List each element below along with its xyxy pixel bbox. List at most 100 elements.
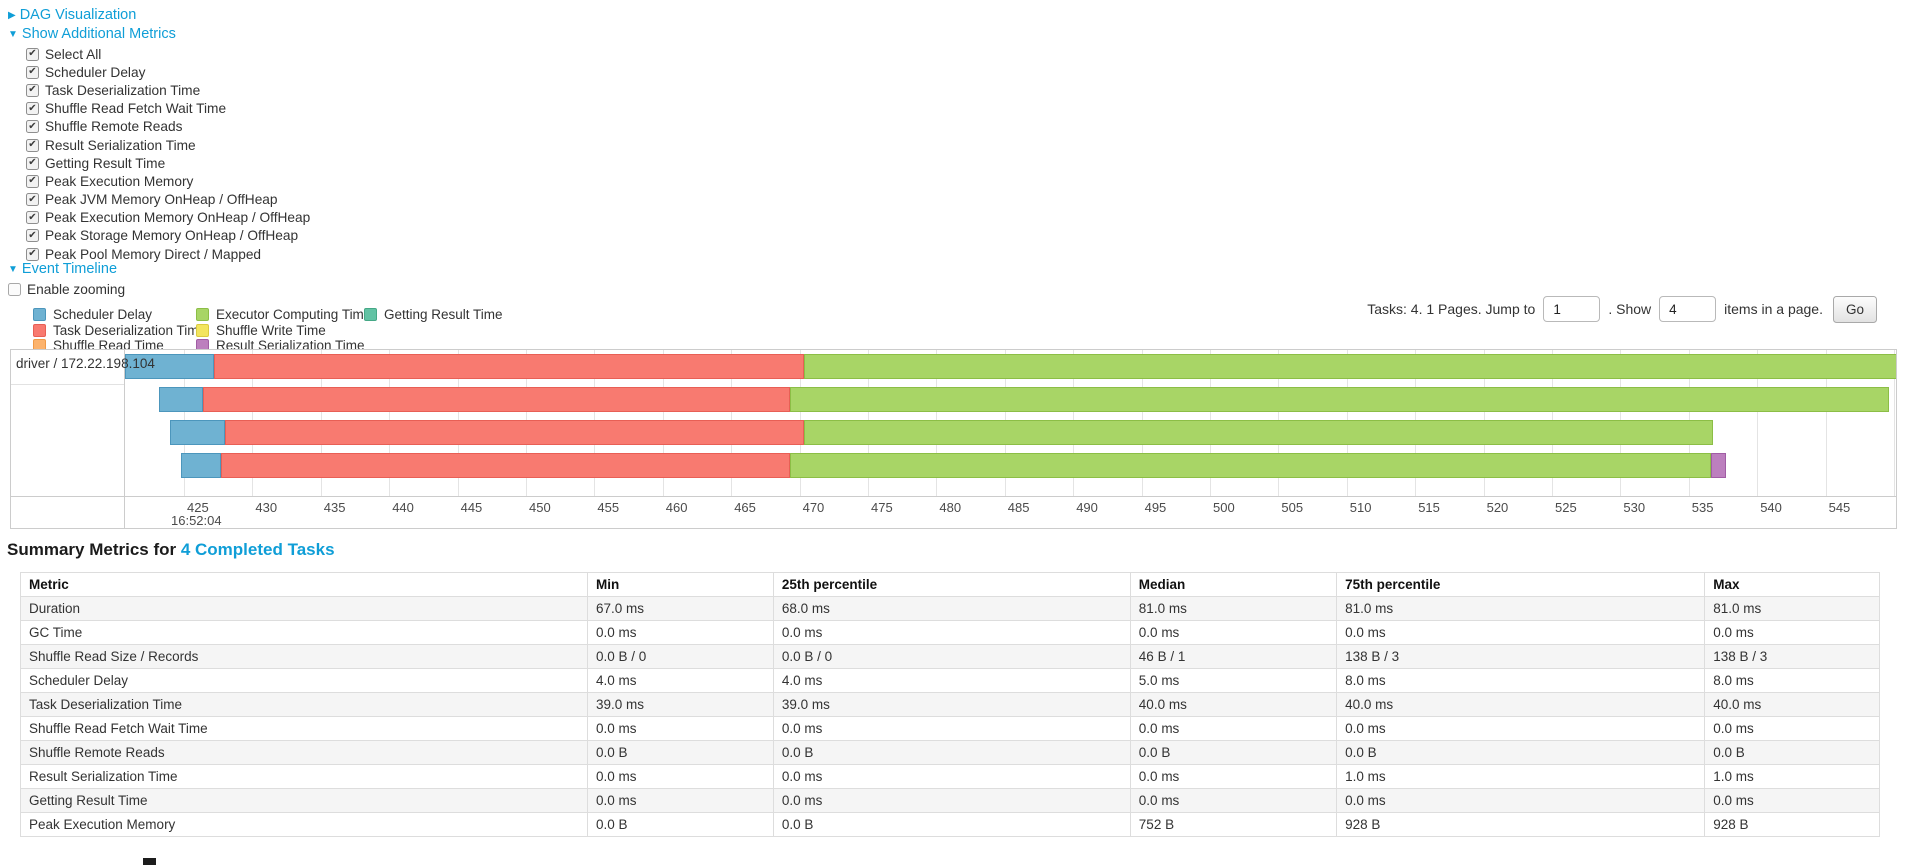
task-segment-task_deserialization[interactable]: [203, 387, 790, 412]
axis-tick-label: 450: [529, 500, 551, 515]
task-segment-executor_computing[interactable]: [803, 354, 1896, 379]
metric-checkbox-row[interactable]: ✔ Shuffle Remote Reads: [26, 118, 310, 136]
timeline-axis-line: [11, 496, 1896, 497]
collapsed-arrow-icon: ▶: [8, 10, 16, 21]
metric-checkbox-label: Shuffle Remote Reads: [45, 119, 183, 135]
axis-tick-label: 525: [1555, 500, 1577, 515]
metric-checkbox[interactable]: ✔: [26, 193, 39, 207]
enable-zooming-checkbox[interactable]: [8, 282, 21, 296]
jump-to-page-input[interactable]: [1543, 296, 1601, 322]
metric-checkbox-row[interactable]: ✔ Peak Execution Memory: [26, 172, 310, 190]
metric-name-cell: GC Time: [20, 620, 588, 645]
metric-checkbox-label: Result Serialization Time: [45, 137, 196, 153]
axis-tick-label: 440: [392, 500, 414, 515]
metric-value-cell: 0.0 ms: [1336, 716, 1706, 741]
timeline-legend-column: Executor Computing Time Shuffle Write Tim…: [196, 307, 371, 354]
metric-checkbox[interactable]: ✔: [26, 120, 39, 134]
task-segment-scheduler_delay[interactable]: [158, 387, 203, 412]
metric-value-cell: 5.0 ms: [1129, 668, 1338, 693]
legend-label: Scheduler Delay: [53, 307, 153, 323]
metric-value-cell: 0.0 ms: [586, 620, 774, 645]
expanded-arrow-icon: ▼: [8, 29, 18, 40]
metric-value-cell: 0.0 ms: [1129, 788, 1338, 813]
metric-value-cell: 39.0 ms: [772, 692, 1131, 717]
metric-value-cell: 1.0 ms: [1704, 764, 1880, 789]
metric-checkbox-row[interactable]: ✔ Peak JVM Memory OnHeap / OffHeap: [26, 191, 310, 209]
enable-zooming-checkbox-row[interactable]: Enable zooming: [8, 280, 125, 298]
task-segment-result_serialization[interactable]: [1710, 453, 1726, 478]
dag-visualization-toggle[interactable]: ▶ DAG Visualization: [8, 7, 136, 23]
metric-name-cell: Peak Execution Memory: [20, 812, 588, 837]
timeline-gridline: [1894, 350, 1895, 496]
metric-checkbox[interactable]: ✔: [26, 211, 39, 225]
task-segment-task_deserialization[interactable]: [220, 453, 790, 478]
table-header-cell: 25th percentile: [772, 572, 1131, 597]
metric-checkbox-row[interactable]: ✔ Peak Storage Memory OnHeap / OffHeap: [26, 227, 310, 245]
metric-checkbox[interactable]: ✔: [26, 247, 39, 261]
metric-checkbox-row[interactable]: ✔ Peak Execution Memory OnHeap / OffHeap: [26, 209, 310, 227]
task-segment-scheduler_delay[interactable]: [170, 420, 225, 445]
axis-tick-label: 460: [665, 500, 688, 515]
metric-checkbox-row[interactable]: ✔ Peak Pool Memory Direct / Mapped: [26, 245, 310, 263]
metric-checkbox[interactable]: ✔: [26, 83, 39, 97]
metric-checkbox[interactable]: ✔: [26, 102, 39, 116]
metric-value-cell: 1.0 ms: [1336, 764, 1706, 789]
additional-metrics-list: ✔ Select All ✔ Scheduler Delay ✔ Task Deseria…: [26, 45, 310, 263]
metric-checkbox[interactable]: ✔: [26, 174, 39, 188]
metric-checkbox-label: Peak Pool Memory Direct / Mapped: [45, 246, 262, 262]
go-button[interactable]: Go: [1832, 295, 1877, 323]
metric-checkbox[interactable]: ✔: [26, 138, 39, 152]
metric-value-cell: 0.0 ms: [586, 788, 774, 813]
axis-tick-label: 500: [1213, 500, 1235, 515]
metric-name-cell: Result Serialization Time: [20, 764, 588, 789]
metric-checkbox[interactable]: ✔: [26, 229, 39, 243]
metric-checkbox-row[interactable]: ✔ Scheduler Delay: [26, 63, 310, 81]
metric-checkbox-label: Task Deserialization Time: [45, 82, 201, 98]
metric-checkbox-row[interactable]: ✔ Result Serialization Time: [26, 136, 310, 154]
metric-value-cell: 0.0 ms: [1704, 788, 1880, 813]
timeline-legend-column: Getting Result Time: [364, 307, 503, 323]
metric-checkbox[interactable]: ✔: [26, 65, 39, 79]
axis-tick-label: 495: [1144, 500, 1167, 515]
task-segment-executor_computing[interactable]: [790, 453, 1711, 478]
metric-checkbox-row[interactable]: ✔ Task Deserialization Time: [26, 81, 310, 99]
axis-tick-label: 455: [597, 500, 620, 515]
metric-value-cell: 0.0 ms: [586, 716, 774, 741]
event-timeline-toggle[interactable]: ▼ Event Timeline: [8, 261, 117, 277]
task-segment-scheduler_delay[interactable]: [180, 453, 221, 478]
show-additional-metrics-toggle[interactable]: ▼ Show Additional Metrics: [8, 26, 176, 42]
metric-checkbox[interactable]: ✔: [26, 47, 39, 61]
task-pagination-summary: Tasks: 4. 1 Pages. Jump to: [1367, 301, 1536, 317]
completed-tasks-link[interactable]: 4 Completed Tasks: [180, 540, 335, 559]
summary-metrics-heading: Summary Metrics for 4 Completed Tasks: [7, 540, 335, 560]
metric-value-cell: 0.0 ms: [772, 764, 1131, 789]
timeline-gridline: [1825, 350, 1827, 496]
metric-value-cell: 4.0 ms: [772, 668, 1131, 693]
metric-checkbox-row[interactable]: ✔ Select All: [26, 45, 310, 63]
items-per-page-input[interactable]: [1659, 296, 1717, 322]
metric-checkbox-row[interactable]: ✔ Shuffle Read Fetch Wait Time: [26, 100, 310, 118]
task-segment-task_deserialization[interactable]: [224, 420, 804, 445]
expanded-arrow-icon: ▼: [8, 264, 18, 275]
clipped-bottom-element: [143, 858, 156, 865]
metric-value-cell: 67.0 ms: [586, 596, 774, 621]
metric-value-cell: 40.0 ms: [1129, 692, 1338, 717]
axis-tick-label: 470: [802, 500, 825, 515]
metric-checkbox[interactable]: ✔: [26, 156, 39, 170]
table-header-cell: Min: [586, 572, 774, 597]
metric-checkbox-row[interactable]: ✔ Getting Result Time: [26, 154, 310, 172]
event-timeline-label: Event Timeline: [21, 261, 118, 277]
metric-value-cell: 4.0 ms: [586, 668, 774, 693]
task-segment-task_deserialization[interactable]: [213, 354, 804, 379]
timeline-executor-label: driver / 172.22.198.104: [16, 356, 155, 371]
task-segment-executor_computing[interactable]: [803, 420, 1713, 445]
metric-name-cell: Shuffle Read Fetch Wait Time: [20, 716, 588, 741]
metric-checkbox-label: Peak Storage Memory OnHeap / OffHeap: [45, 228, 299, 244]
legend-item: Getting Result Time: [364, 307, 503, 323]
metric-name-cell: Shuffle Remote Reads: [20, 740, 588, 765]
task-segment-executor_computing[interactable]: [790, 387, 1889, 412]
metric-value-cell: 0.0 ms: [772, 788, 1131, 813]
table-header-cell: Max: [1704, 572, 1880, 597]
task-segment-scheduler_delay[interactable]: [125, 354, 214, 379]
